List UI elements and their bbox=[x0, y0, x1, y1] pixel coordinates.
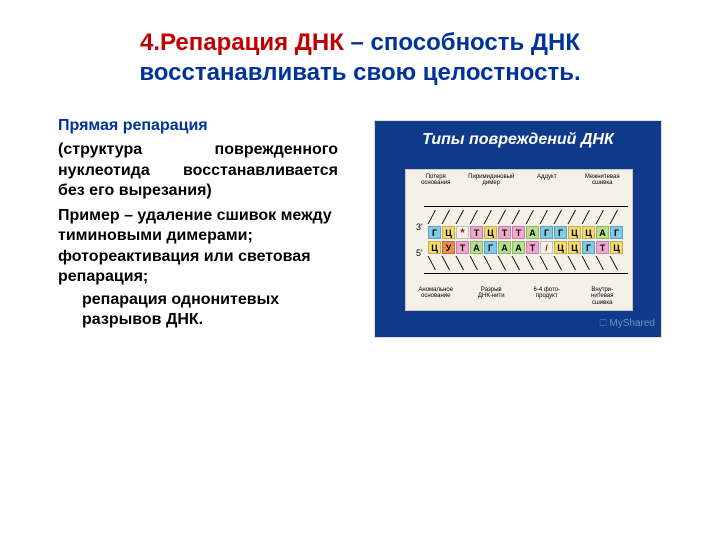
bottom-label: Внутри- нитевая сшивка bbox=[575, 287, 629, 306]
sugar-phosphate-bond bbox=[498, 210, 511, 224]
base-cell: Т bbox=[596, 241, 609, 254]
title-part1: 4.Репарация ДНК bbox=[140, 29, 344, 56]
text-column: Прямая репарация (структура поврежденног… bbox=[58, 116, 338, 338]
top-strand: ГЦ*ТЦТТАГГЦЦАГ bbox=[428, 226, 623, 239]
base-cell: Ц bbox=[442, 226, 455, 239]
sugar-phosphate-bond bbox=[484, 256, 497, 270]
base-cell: А bbox=[498, 241, 511, 254]
base-cell: Ц bbox=[582, 226, 595, 239]
base-cell: Г bbox=[554, 226, 567, 239]
prime-5: 5' bbox=[416, 248, 423, 258]
prime-3: 3' bbox=[416, 222, 423, 232]
base-cell: Г bbox=[484, 241, 497, 254]
sugar-phosphate-bond bbox=[428, 210, 441, 224]
sugar-phosphate-bond bbox=[596, 210, 609, 224]
base-cell: У bbox=[442, 241, 455, 254]
sugar-phosphate-bond bbox=[526, 256, 539, 270]
paragraph-3: репарация однонитевых разрывов ДНК. bbox=[58, 290, 338, 331]
sugar-phosphate-bond bbox=[512, 256, 525, 270]
top-label: Потеря основания bbox=[409, 174, 463, 187]
base-cell: Т bbox=[526, 241, 539, 254]
base-cell: А bbox=[512, 241, 525, 254]
base-cell: Ц bbox=[568, 241, 581, 254]
base-cell: Ц bbox=[610, 241, 623, 254]
sugar-phosphate-bond bbox=[512, 210, 525, 224]
sugar-phosphate-bond bbox=[540, 210, 553, 224]
sugar-phosphate-bond bbox=[470, 256, 483, 270]
sugar-phosphate-bond bbox=[484, 210, 497, 224]
dna-panel: Потеря основания Пиримидиновый димер Адд… bbox=[405, 169, 633, 311]
base-cell: А bbox=[470, 241, 483, 254]
sugar-phosphate-bond bbox=[498, 256, 511, 270]
base-cell: Т bbox=[498, 226, 511, 239]
bottom-strand: ЦУТАГААТ/ЦЦГТЦ bbox=[428, 241, 623, 254]
base-cell: Т bbox=[456, 241, 469, 254]
top-label: Межнитевая сшивка bbox=[575, 174, 629, 187]
base-cell: Ц bbox=[484, 226, 497, 239]
base-cell: Г bbox=[540, 226, 553, 239]
sugar-phosphate-bond bbox=[610, 256, 623, 270]
sugar-phosphate-bond bbox=[442, 210, 455, 224]
sugar-phosphate-bond bbox=[568, 210, 581, 224]
bottom-label: Разрыв ДНК-нити bbox=[464, 287, 518, 306]
backbone-top bbox=[424, 206, 628, 207]
top-labels-row: Потеря основания Пиримидиновый димер Адд… bbox=[408, 174, 630, 187]
bottom-label: Аномальное основание bbox=[409, 287, 463, 306]
sugar-phosphate-bond bbox=[540, 256, 553, 270]
base-cell: Г bbox=[428, 226, 441, 239]
paragraph-2: Пример – удаление сшивок между тиминовым… bbox=[58, 206, 338, 288]
sugar-phosphate-bond bbox=[442, 256, 455, 270]
sugar-phosphate-bond bbox=[596, 256, 609, 270]
top-label: Пиримидиновый димер bbox=[464, 174, 518, 187]
sugar-phosphate-bond bbox=[526, 210, 539, 224]
sugar-phosphate-bond bbox=[554, 256, 567, 270]
top-label: Аддукт bbox=[520, 174, 574, 187]
base-cell: Ц bbox=[568, 226, 581, 239]
base-cell: Т bbox=[512, 226, 525, 239]
figure-column: Типы повреждений ДНК Потеря основания Пи… bbox=[356, 116, 680, 338]
sugar-phosphate-bond bbox=[456, 210, 469, 224]
sugar-phosphate-bond bbox=[568, 256, 581, 270]
sugar-phosphate-bond bbox=[428, 256, 441, 270]
watermark: 🗆 MyShared bbox=[599, 316, 655, 333]
paragraph-1: (структура поврежденного нуклеотида восс… bbox=[58, 140, 338, 201]
base-cell: Т bbox=[470, 226, 483, 239]
base-cell: Ц bbox=[554, 241, 567, 254]
base-cell: А bbox=[596, 226, 609, 239]
bonds-bottom bbox=[428, 256, 623, 270]
sugar-phosphate-bond bbox=[582, 210, 595, 224]
bonds-top bbox=[428, 210, 623, 224]
slide-title: 4.Репарация ДНК – способность ДНК восста… bbox=[0, 0, 720, 106]
bottom-label: 6-4 фото- продукт bbox=[520, 287, 574, 306]
strand-area: 3' 5' ГЦ*ТЦТТАГГЦЦАГ ЦУТАГААТ/ЦЦГТЦ bbox=[416, 198, 628, 282]
base-cell: * bbox=[456, 226, 469, 239]
sugar-phosphate-bond bbox=[470, 210, 483, 224]
sugar-phosphate-bond bbox=[456, 256, 469, 270]
subheading: Прямая репарация bbox=[58, 116, 338, 136]
base-cell: Г bbox=[610, 226, 623, 239]
backbone-bottom bbox=[424, 273, 628, 274]
sugar-phosphate-bond bbox=[554, 210, 567, 224]
content-area: Прямая репарация (структура поврежденног… bbox=[0, 106, 720, 338]
dna-damage-figure: Типы повреждений ДНК Потеря основания Пи… bbox=[374, 120, 662, 338]
sugar-phosphate-bond bbox=[582, 256, 595, 270]
base-cell: / bbox=[540, 241, 553, 254]
base-cell: Г bbox=[582, 241, 595, 254]
bottom-labels-row: Аномальное основание Разрыв ДНК-нити 6-4… bbox=[408, 287, 630, 306]
figure-title: Типы повреждений ДНК bbox=[375, 131, 661, 149]
base-cell: А bbox=[526, 226, 539, 239]
sugar-phosphate-bond bbox=[610, 210, 623, 224]
base-cell: Ц bbox=[428, 241, 441, 254]
